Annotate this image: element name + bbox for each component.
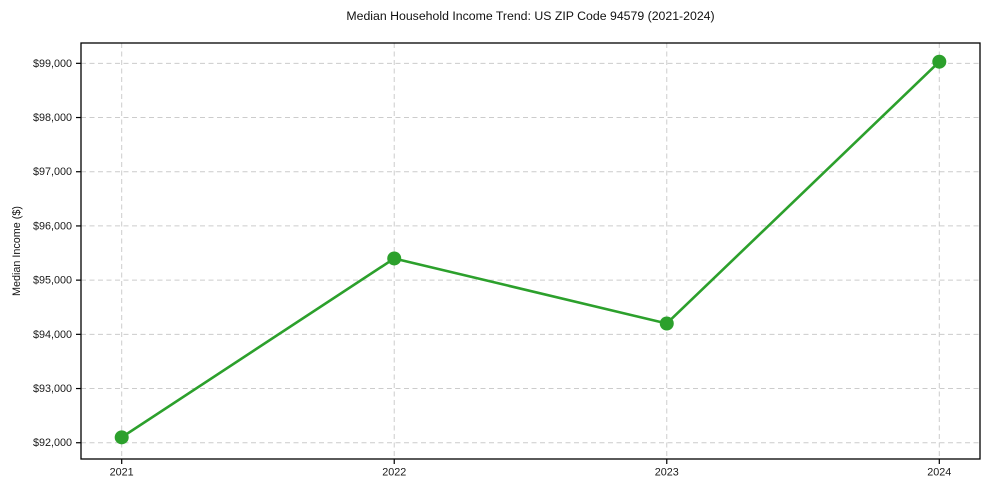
trend-line [120,60,941,439]
y-tick-label: $96,000 [33,220,72,232]
y-tick-label: $99,000 [33,58,72,70]
x-tick-label: 2023 [655,467,679,479]
x-tick-label: 2021 [110,467,134,479]
x-tick-label: 2024 [927,467,951,479]
plot-border [80,42,981,460]
data-point [659,316,674,331]
data-point [114,430,129,445]
chart-title: Median Household Income Trend: US ZIP Co… [346,9,715,23]
data-point [932,54,947,69]
y-tick-label: $98,000 [33,112,72,124]
y-tick-label: $94,000 [33,329,72,341]
y-tick-label: $92,000 [33,437,72,449]
y-tick-label: $97,000 [33,166,72,178]
data-point [387,251,402,266]
x-tick-label: 2022 [382,467,406,479]
y-tick-label: $93,000 [33,383,72,395]
y-tick-label: $95,000 [33,275,72,287]
